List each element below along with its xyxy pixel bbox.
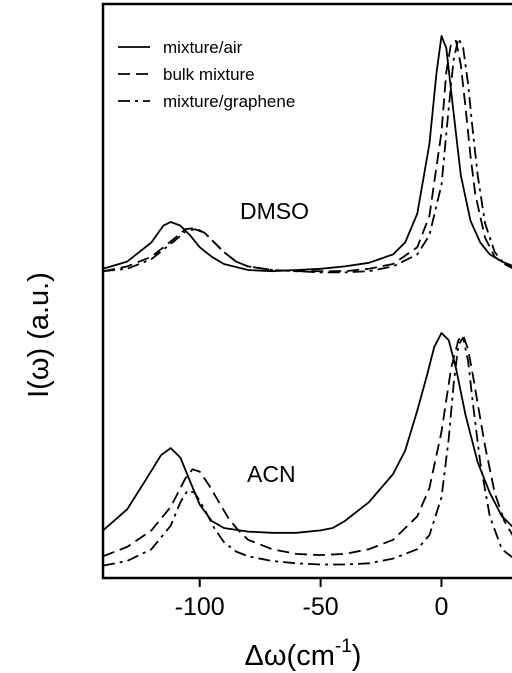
x-axis-title-main: Δω(cm: [245, 640, 335, 672]
legend-label: mixture/air: [163, 38, 243, 57]
plot-frame: [101, 2, 512, 580]
annotation-acn: ACN: [247, 461, 296, 487]
x-axis-title-close: ): [352, 640, 362, 672]
x-axis-title: Δω(cm-1): [245, 636, 362, 672]
series-line-solid: [102, 332, 512, 534]
x-tick-label: -100: [175, 593, 225, 621]
panel-acn: [102, 332, 512, 567]
x-axis-title-superscript: -1: [335, 636, 352, 657]
series-line-dashed: [102, 334, 512, 558]
series-line-dashdot: [102, 336, 512, 567]
annotation-dmso: DMSO: [240, 198, 309, 224]
series-line-dashed: [102, 39, 512, 273]
series-layer: [102, 35, 512, 567]
panel-dmso: [102, 35, 512, 274]
x-tick-label: 0: [435, 593, 449, 621]
x-tick-label: -50: [303, 593, 339, 621]
legend: mixture/air bulk mixture mixture/graphene: [118, 38, 295, 111]
series-line-solid: [102, 35, 512, 273]
series-line-dashdot: [102, 37, 512, 274]
legend-label: bulk mixture: [163, 65, 255, 84]
y-axis-title: I(ω) (a.u.): [23, 272, 55, 398]
annotations: DMSO ACN: [240, 198, 309, 487]
legend-label: mixture/graphene: [163, 92, 295, 111]
axes: -100 -50 0: [175, 578, 449, 621]
plot-area: [101, 2, 512, 580]
